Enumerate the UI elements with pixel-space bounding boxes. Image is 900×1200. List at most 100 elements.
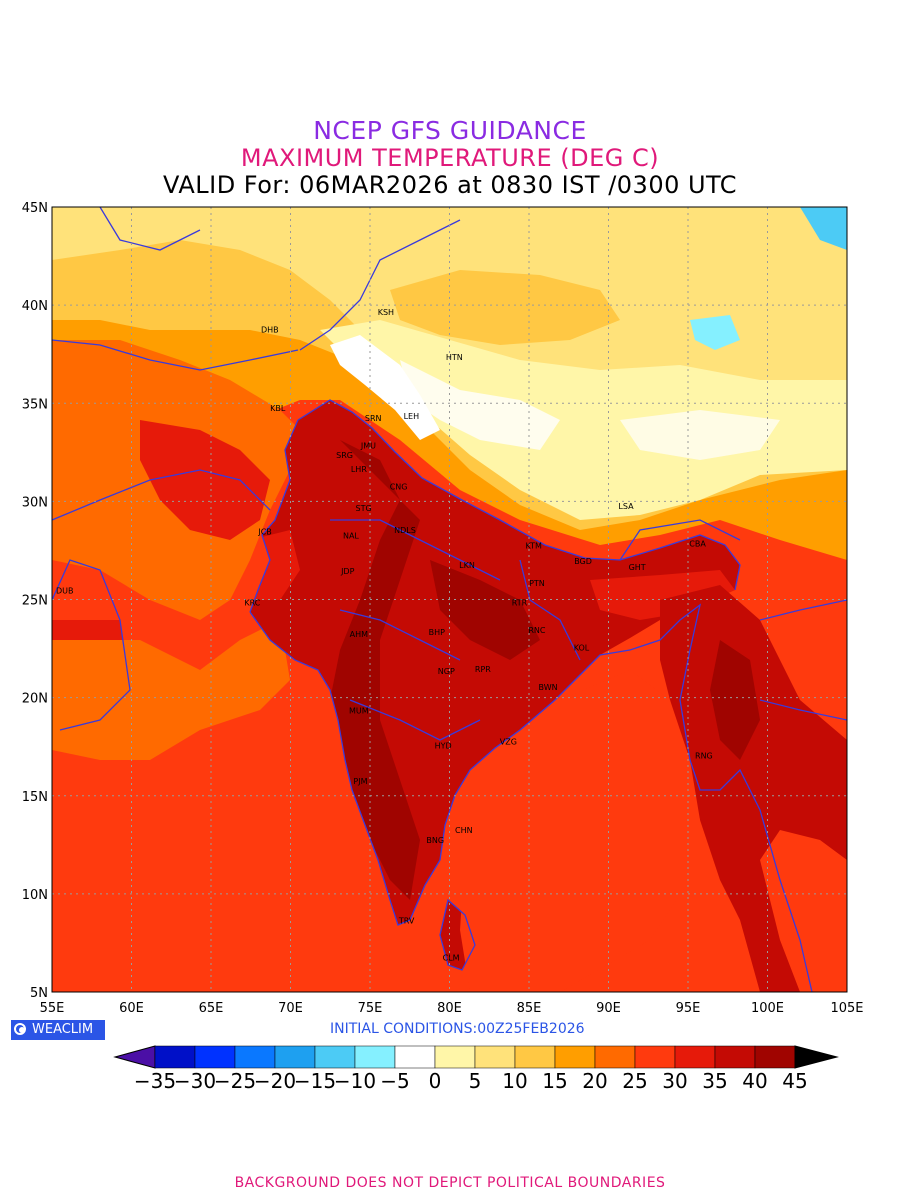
city-label: MUM [349,706,369,715]
city-label: RNC [528,626,546,635]
lon-tick-label: 95E [676,1001,701,1016]
weaclim-logo: WEACLIM [11,1020,105,1040]
footer-disclaimer: BACKGROUND DOES NOT DEPICT POLITICAL BOU… [234,1175,666,1191]
colorbar-level-label: 30 [662,1069,687,1093]
city-label: CBA [689,540,706,549]
colorbar-level-label: −5 [380,1069,409,1093]
temperature-field [52,207,847,992]
colorbar-level-label: −20 [254,1069,296,1093]
colorbar-level-label: −35 [134,1069,176,1093]
lat-tick-label: 30N [22,495,48,510]
colorbar-level-label: −15 [294,1069,336,1093]
lon-tick-label: 85E [517,1001,542,1016]
initial-conditions: INITIAL CONDITIONS:00Z25FEB2026 [330,1021,585,1037]
city-label: BNG [426,836,444,845]
city-label: BGD [574,557,592,566]
colorbar-level-label: 45 [782,1069,807,1093]
colorbar-swatch [594,1045,636,1069]
city-label: DHB [261,326,279,335]
colorbar-under-arrow [113,1045,156,1069]
city-label: LEH [404,412,420,421]
city-label: JDP [340,567,355,576]
lat-tick-label: 5N [30,986,48,1001]
city-label: KOL [574,644,590,653]
colorbar-level-label: 20 [582,1069,607,1093]
city-label: LHR [351,465,367,474]
city-labels: KSH DHB HTN KBL SRN LEH JMU SRG LHR CNG STG LSA JCB N… [56,308,713,963]
city-label: LSA [618,502,634,511]
city-label: SRN [365,414,382,423]
city-label: VZG [500,738,517,747]
city-label: NAL [343,532,359,541]
map-frame [51,206,848,993]
colorbar-level-label: 0 [429,1069,442,1093]
colorbar-swatch [754,1045,796,1069]
colorbar-swatch [674,1045,716,1069]
city-label: HYD [435,742,452,751]
city-label: HTN [446,353,463,362]
lon-tick-label: 105E [830,1001,863,1016]
lon-tick-label: 75E [358,1001,383,1016]
city-label: LKN [459,561,475,570]
colorbar-level-label: 40 [742,1069,767,1093]
city-label: DUB [56,587,74,596]
colorbar-swatch [194,1045,236,1069]
city-label: CLM [443,954,460,963]
axis-labels: 55E 60E 65E 70E 75E 80E 85E 90E 95E 100E 105E 45N 40… [22,201,864,1016]
lon-tick-label: 100E [751,1001,784,1016]
graticule [52,207,847,992]
city-label: KTM [526,541,543,550]
city-label: RNG [695,751,713,760]
colorbar-over-arrow [794,1045,839,1069]
colorbar-level-label: 35 [702,1069,727,1093]
lat-tick-label: 35N [22,397,48,412]
city-label: JMU [360,441,376,450]
lat-tick-label: 15N [22,790,48,805]
city-label: PJM [353,777,367,786]
colorbar-swatch [714,1045,756,1069]
lat-tick-label: 10N [22,888,48,903]
chart-title-valid-time: VALID For: 06MAR2026 at 0830 IST /0300 U… [162,171,738,199]
colorbar-swatch [314,1045,356,1069]
city-label: CHN [455,826,473,835]
colorbar-swatch [234,1045,276,1069]
city-label: RTR [512,598,528,607]
chart-title-variable: MAXIMUM TEMPERATURE (DEG C) [240,144,660,172]
city-label: KRC [244,598,260,607]
city-label: CNG [390,483,408,492]
city-label: BWN [539,683,558,692]
lon-tick-label: 70E [278,1001,303,1016]
colorbar-swatch [154,1045,196,1069]
logo-text: WEACLIM [32,1022,94,1037]
city-label: STG [356,504,372,513]
colorbar: −35−30−25−20−15−10 −5 0 5 10 15 20 25 30 35 40 45 [113,1045,839,1093]
lon-tick-label: 65E [199,1001,224,1016]
boundary-lines [52,207,847,992]
city-label: AHM [350,630,368,639]
city-label: TRV [398,916,415,925]
colorbar-swatch [354,1045,396,1069]
city-label: NGP [438,667,455,676]
colorbar-swatch [634,1045,676,1069]
city-label: KSH [378,308,394,317]
colorbar-level-label: −30 [174,1069,216,1093]
lon-tick-label: 55E [40,1001,65,1016]
lon-tick-label: 80E [437,1001,462,1016]
colorbar-swatch [274,1045,316,1069]
chart-title-model: NCEP GFS GUIDANCE [313,116,587,145]
colorbar-level-label: 10 [502,1069,527,1093]
colorbar-level-label: 15 [542,1069,567,1093]
colorbar-level-label: 5 [469,1069,482,1093]
city-label: JCB [257,528,271,537]
city-label: BHP [429,628,446,637]
city-label: GHT [629,563,646,572]
colorbar-swatch [554,1045,596,1069]
lat-tick-label: 20N [22,692,48,707]
lon-tick-label: 90E [596,1001,621,1016]
colorbar-swatch [514,1045,556,1069]
logo-icon [14,1023,26,1035]
colorbar-level-label: −10 [334,1069,376,1093]
lon-tick-label: 60E [119,1001,144,1016]
city-label: KBL [270,404,286,413]
